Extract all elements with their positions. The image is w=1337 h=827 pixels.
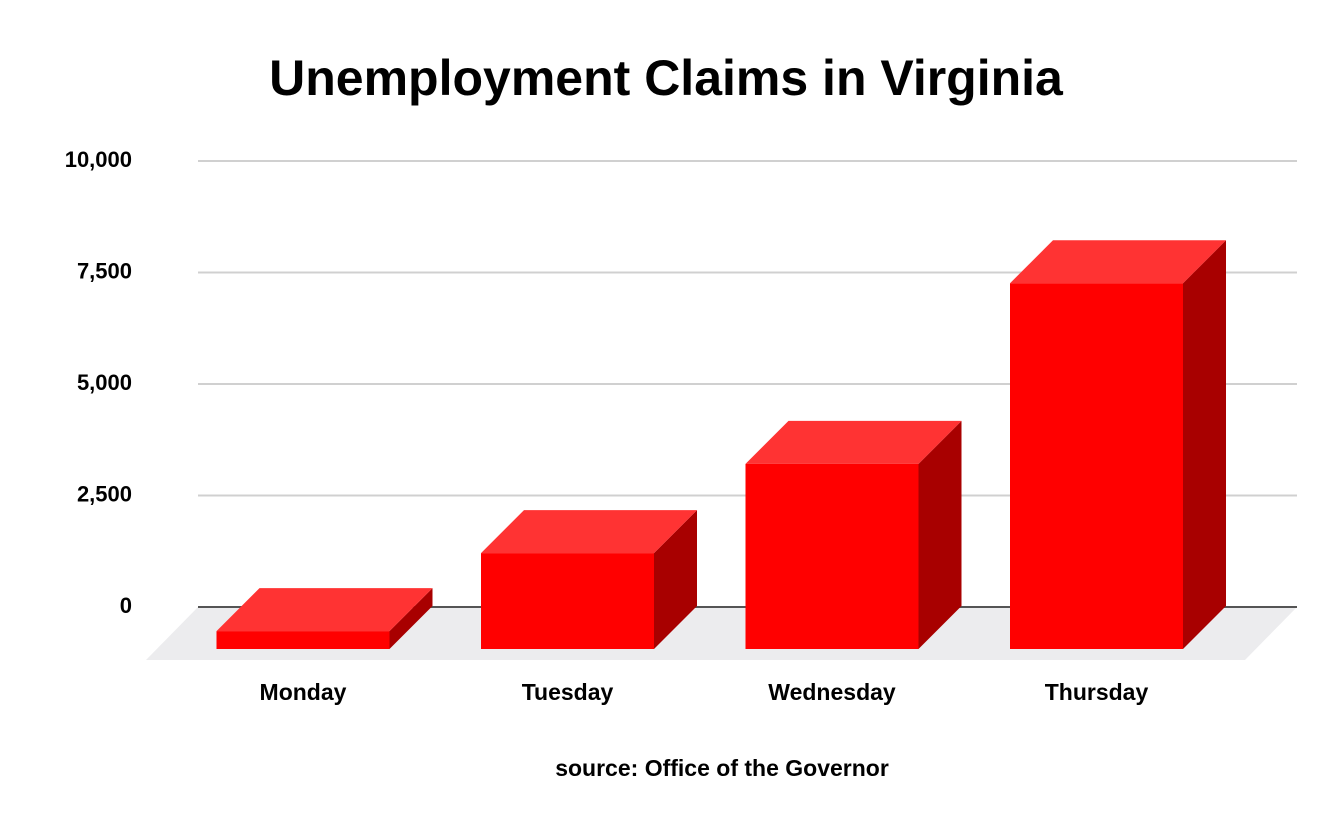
bar-front <box>481 553 654 649</box>
bar-front <box>216 631 390 649</box>
bar-top <box>481 510 697 554</box>
x-tick-label: Monday <box>260 679 347 705</box>
bar-front <box>1010 283 1183 649</box>
x-tick-label: Wednesday <box>768 679 896 705</box>
bar-top <box>216 588 433 632</box>
bar-side <box>1183 240 1226 649</box>
floor <box>146 607 1297 660</box>
bar-side <box>918 420 962 649</box>
y-tick-label: 2,500 <box>77 481 132 506</box>
x-tick-label: Tuesday <box>522 679 614 705</box>
bar-top <box>1010 240 1226 284</box>
source-note: source: Office of the Governor <box>555 755 889 781</box>
bar <box>216 588 433 649</box>
y-tick-label: 0 <box>120 593 132 618</box>
bar-side <box>389 588 433 649</box>
chart-title: Unemployment Claims in Virginia <box>269 50 1064 106</box>
bar-front <box>745 463 919 649</box>
y-tick-label: 5,000 <box>77 370 132 395</box>
bar-side <box>654 510 697 649</box>
x-tick-label: Thursday <box>1045 679 1149 705</box>
y-tick-label: 7,500 <box>77 258 132 283</box>
bar-top <box>745 420 962 464</box>
bar <box>481 510 697 649</box>
bar <box>745 420 962 649</box>
y-tick-label: 10,000 <box>65 147 132 172</box>
bar <box>1010 240 1226 649</box>
